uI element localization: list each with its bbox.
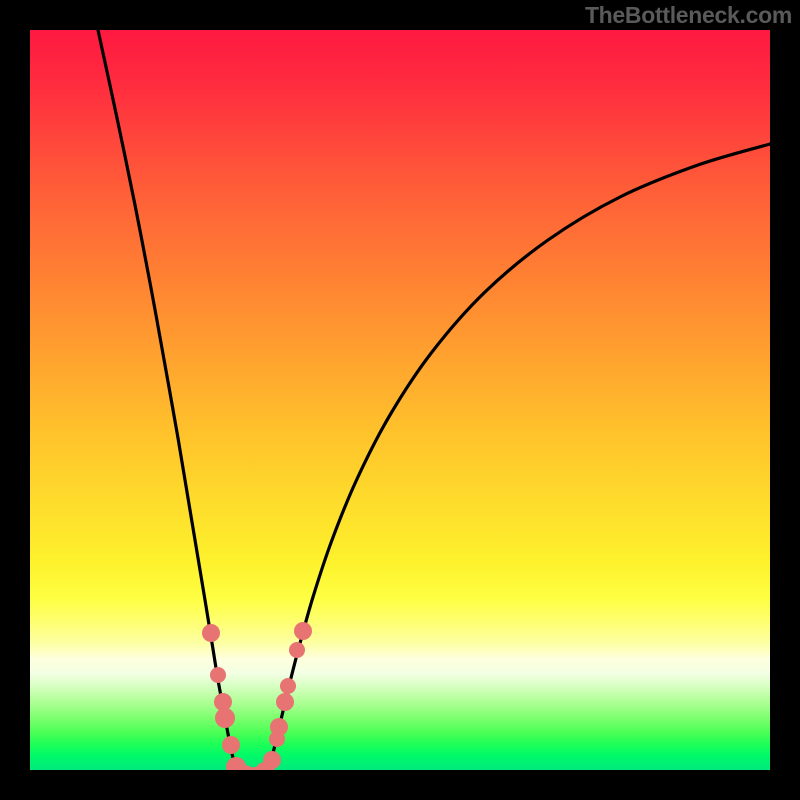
marker-right-5: [294, 622, 312, 640]
bottleneck-curves: [30, 30, 770, 770]
curve-right: [268, 144, 770, 770]
plot-area: [30, 30, 770, 770]
marker-left-3: [215, 708, 235, 728]
watermark-text: TheBottleneck.com: [585, 2, 792, 29]
marker-right-1: [270, 718, 288, 736]
marker-left-1: [210, 667, 226, 683]
marker-left-0: [202, 624, 220, 642]
marker-bottom-4: [263, 751, 281, 769]
marker-right-3: [280, 678, 296, 694]
marker-left-4: [222, 736, 240, 754]
marker-right-4: [289, 642, 305, 658]
curve-left: [98, 30, 237, 770]
marker-right-2: [276, 693, 294, 711]
chart-root: TheBottleneck.com: [0, 0, 800, 800]
